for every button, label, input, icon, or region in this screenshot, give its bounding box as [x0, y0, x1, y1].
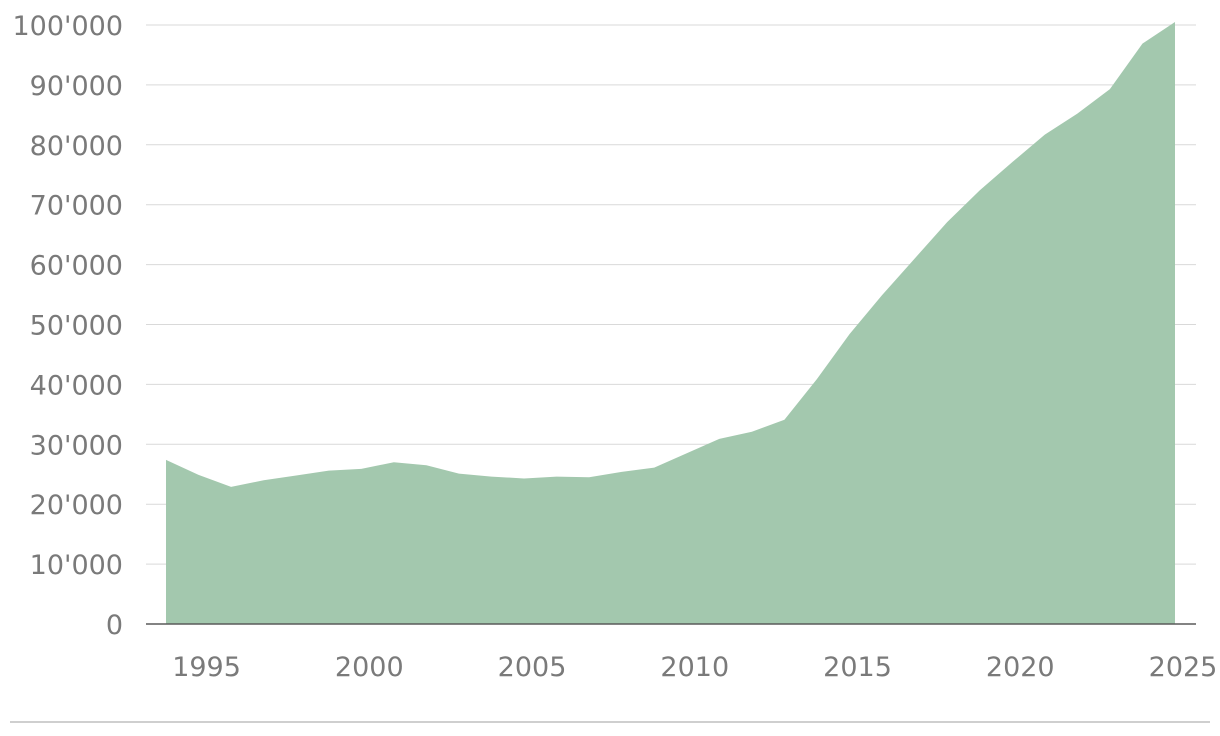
y-tick-label: 70'000 [30, 191, 123, 222]
y-tick-label: 80'000 [30, 131, 123, 162]
x-tick-label: 2010 [660, 652, 729, 683]
x-tick-label: 2005 [498, 652, 567, 683]
y-tick-label: 40'000 [30, 370, 123, 401]
x-tick-label: 2015 [823, 652, 892, 683]
x-tick-label: 2020 [986, 652, 1055, 683]
y-tick-label: 0 [106, 610, 123, 641]
y-tick-label: 60'000 [30, 251, 123, 282]
y-axis-tick-labels: 0 10'000 20'000 30'000 40'000 50'000 60'000 70'… [13, 11, 124, 641]
area-series [166, 22, 1175, 624]
x-tick-label: 2025 [1149, 652, 1218, 683]
x-tick-label: 1995 [172, 652, 241, 683]
x-axis-tick-labels: 1995 2000 2005 2010 2015 2020 2025 [172, 652, 1217, 683]
y-tick-label: 90'000 [30, 71, 123, 102]
y-tick-label: 30'000 [30, 430, 123, 461]
y-tick-label: 20'000 [30, 490, 123, 521]
y-tick-label: 100'000 [13, 11, 124, 42]
y-tick-label: 10'000 [30, 550, 123, 581]
y-tick-label: 50'000 [30, 311, 123, 342]
x-tick-label: 2000 [335, 652, 404, 683]
